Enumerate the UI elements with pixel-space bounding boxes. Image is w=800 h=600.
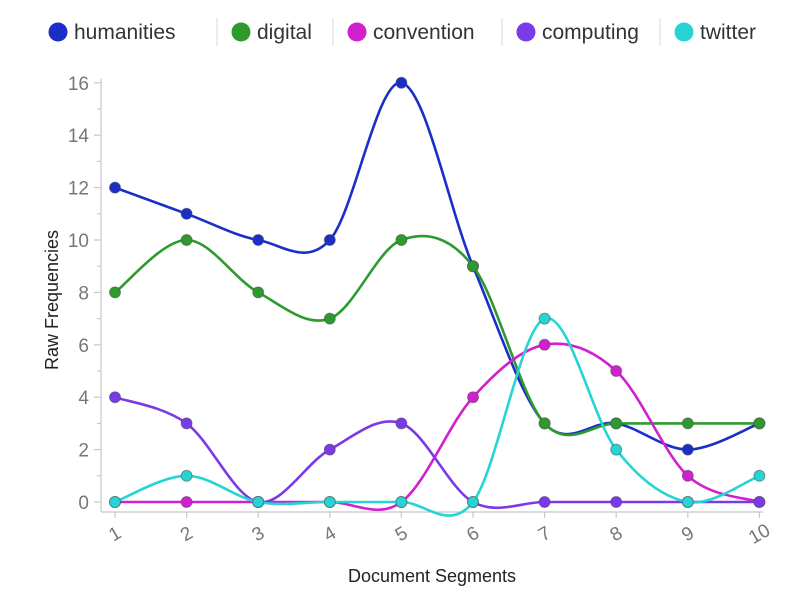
y-tick-label: 12 [68,179,89,200]
y-tick-label: 14 [68,126,90,147]
x-tick-label: 8 [607,523,627,546]
series-line-computing [114,395,760,510]
data-point[interactable] [109,286,121,299]
data-point[interactable] [323,443,336,456]
legend-item-twitter[interactable]: twitter [674,21,757,44]
legend-label: humanities [74,21,176,44]
legend-swatch [231,22,251,42]
series-humanities [109,76,766,456]
data-point[interactable] [753,496,766,508]
x-tick-label: 5 [392,523,412,546]
y-axis-label: Raw Frequencies [42,230,62,370]
plot-area [109,76,766,517]
data-point[interactable] [538,312,551,325]
data-point[interactable] [323,312,336,325]
data-point[interactable] [610,365,623,377]
x-tick-label: 1 [105,523,125,546]
data-point[interactable] [538,338,551,351]
x-tick-label: 7 [535,523,555,546]
data-point[interactable] [180,207,193,220]
data-point[interactable] [395,496,408,508]
data-point[interactable] [467,260,479,273]
data-point[interactable] [681,496,694,508]
data-point[interactable] [180,417,193,430]
legend-label: convention [373,21,475,44]
y-tick-label: 6 [78,336,89,357]
series-twitter [109,312,766,517]
data-point[interactable] [681,417,694,430]
x-tick-label: 2 [177,523,197,546]
data-point[interactable] [109,496,121,508]
legend-label: twitter [700,21,756,44]
data-point[interactable] [323,496,336,508]
data-point[interactable] [395,417,408,430]
data-point[interactable] [323,234,336,246]
data-point[interactable] [252,234,265,246]
data-point[interactable] [681,443,694,456]
legend-label: computing [542,21,639,44]
series-line-humanities [114,81,760,451]
series-line-convention [115,342,760,512]
data-point[interactable] [610,443,623,456]
data-point[interactable] [610,417,623,430]
data-point[interactable] [180,496,193,508]
legend-swatch [516,22,536,42]
data-point[interactable] [753,469,766,482]
data-point[interactable] [180,469,193,482]
y-tick-label: 10 [68,231,89,252]
legend-swatch [347,22,367,42]
y-tick-label: 2 [78,441,89,462]
data-point[interactable] [467,496,479,508]
x-tick-label: 6 [463,523,483,546]
legend-item-convention[interactable]: convention [347,21,475,44]
y-tick-label: 8 [78,283,89,304]
x-tick-label: 9 [678,523,698,546]
legend-label: digital [257,21,312,44]
x-tick-label: 10 [745,520,774,549]
data-point[interactable] [538,496,551,508]
series-line-twitter [114,317,760,517]
legend: humanities digital convention computing twit… [48,18,757,46]
series-line-digital [114,234,760,437]
data-point[interactable] [180,234,193,246]
data-point[interactable] [681,469,694,482]
data-point[interactable] [395,234,408,246]
data-point[interactable] [610,496,623,508]
legend-item-humanities[interactable]: humanities [48,21,176,44]
data-point[interactable] [109,391,121,404]
legend-item-digital[interactable]: digital [231,21,312,44]
y-tick-label: 16 [68,74,89,95]
x-tick-label: 4 [320,522,340,546]
data-point[interactable] [538,417,551,430]
data-point[interactable] [252,496,265,508]
x-tick-label: 3 [249,523,269,546]
legend-swatch [48,22,68,42]
data-point[interactable] [467,391,479,404]
data-point[interactable] [753,417,766,430]
y-axis: 0 2 4 6 8 10 12 14 16 [68,74,102,514]
data-point[interactable] [395,76,408,89]
data-point[interactable] [252,286,265,299]
data-point[interactable] [109,181,121,194]
y-tick-label: 0 [78,493,89,514]
legend-swatch [674,22,694,42]
legend-item-computing[interactable]: computing [516,21,639,44]
x-axis-label: Document Segments [348,566,516,586]
series-digital [109,234,766,437]
x-axis: 1 2 3 4 5 6 7 8 9 10 [101,511,774,549]
y-tick-label: 4 [78,388,89,409]
